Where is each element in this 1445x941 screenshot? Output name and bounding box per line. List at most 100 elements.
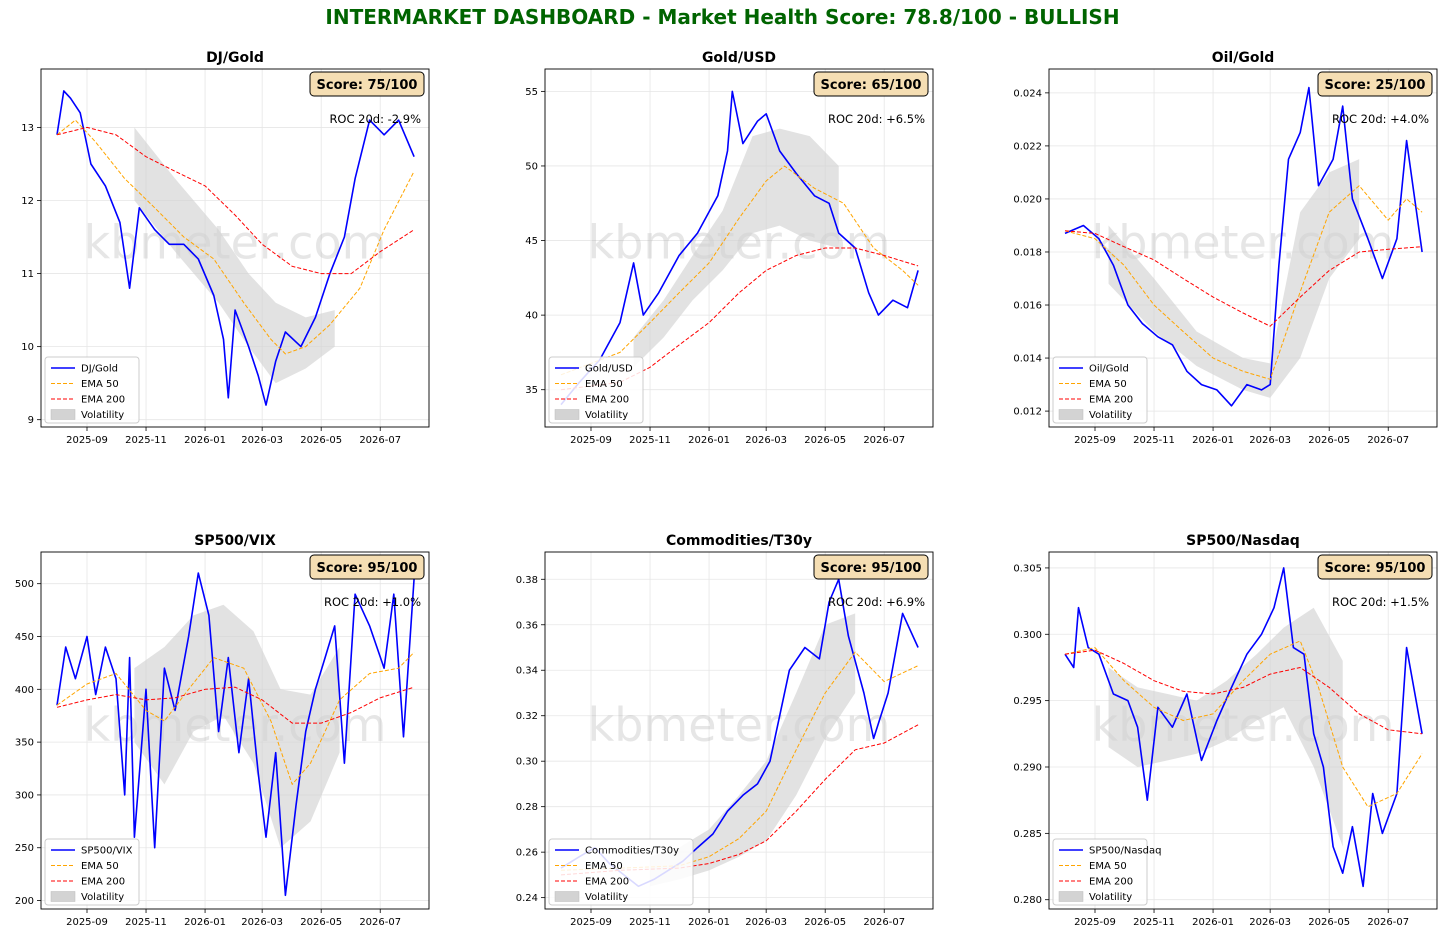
score-badge-text: Score: 65/100	[821, 78, 922, 93]
score-badge: Score: 95/100	[1317, 554, 1433, 580]
legend-label: EMA 200	[1089, 395, 1133, 406]
legend-label: EMA 200	[585, 877, 629, 888]
ema200-line	[560, 247, 919, 391]
y-tick-label: 0.018	[1013, 247, 1042, 258]
score-badge-text: Score: 25/100	[1325, 78, 1426, 93]
chart-panel-dj-gold: 2025-09 2025-11 2026-01 2026-03 2026-05 2026-…	[21, 50, 430, 446]
legend-label: Oil/Gold	[1089, 364, 1129, 375]
score-badge-box	[813, 554, 929, 580]
plot-area: 2025-09 2025-11 2026-01 2026-03 2026-05 2026-…	[21, 50, 430, 446]
y-tick-label: 200	[15, 896, 34, 907]
legend-label: Volatility	[1089, 410, 1132, 421]
legend-box	[44, 838, 140, 906]
score-badge-text: Score: 95/100	[317, 561, 418, 576]
chart-panel-oil-gold: 2025-09 2025-11 2026-01 2026-03 2026-05 2026-…	[1013, 50, 1438, 446]
x-tick-label: 2025-11	[1133, 435, 1175, 446]
y-tick-label: 0.32	[516, 711, 538, 722]
volatility-band	[1108, 159, 1360, 398]
y-tick-label: 0.280	[1013, 895, 1042, 906]
x-tick-label: 2026-03	[745, 435, 787, 446]
score-badge-box	[309, 71, 425, 97]
plot-area: 2025-09 2025-11 2026-01 2026-03 2026-05 2026-…	[525, 50, 934, 446]
volatility-band	[1108, 607, 1343, 847]
legend-swatch	[554, 409, 580, 420]
plot-area: 2025-09 2025-11 2026-01 2026-03 2026-05 2026-…	[1013, 533, 1438, 928]
y-tick-label: 350	[15, 738, 34, 749]
y-tick-label: 0.300	[1013, 630, 1042, 641]
legend-label: Volatility	[1089, 892, 1132, 903]
y-tick-label: 55	[525, 87, 538, 98]
y-tick-label: 13	[21, 123, 34, 134]
y-tick-label: 450	[15, 632, 34, 643]
x-tick-label: 2026-03	[241, 917, 283, 928]
legend-label: Volatility	[81, 892, 124, 903]
y-tick-label: 11	[21, 269, 34, 280]
legend-label: Commodities/T30y	[585, 846, 679, 857]
axes-frame	[40, 551, 430, 910]
y-tick-label: 0.305	[1013, 563, 1042, 574]
legend-label: EMA 50	[1089, 861, 1127, 872]
chart-title: Commodities/T30y	[666, 533, 812, 549]
score-badge-box	[813, 71, 929, 97]
x-tick-label: 2026-01	[1192, 435, 1234, 446]
axes-frame	[40, 68, 430, 428]
chart-panel-sp500-vix: 2025-09 2025-11 2026-01 2026-03 2026-05 2026-…	[15, 533, 430, 928]
ratio-line	[1064, 86, 1423, 407]
legend-label: EMA 50	[585, 379, 623, 390]
x-tick-label: 2026-05	[804, 435, 846, 446]
x-tick-label: 2026-01	[688, 435, 730, 446]
y-tick-label: 0.26	[516, 848, 538, 859]
x-tick-label: 2025-11	[629, 435, 671, 446]
ratio-line	[56, 90, 415, 406]
legend: SP500/VIX EMA 50 EMA 200 Volatility	[44, 838, 140, 906]
legend-swatch	[1058, 409, 1084, 420]
y-tick-label: 0.016	[1013, 301, 1042, 312]
y-tick-label: 500	[15, 579, 34, 590]
x-tick-label: 2026-07	[1367, 435, 1409, 446]
x-tick-label: 2026-01	[184, 917, 226, 928]
legend-box	[1052, 356, 1148, 424]
y-tick-label: 250	[15, 843, 34, 854]
ema200-line	[1064, 649, 1423, 735]
axes-frame	[544, 551, 934, 910]
ema200-line	[56, 126, 415, 275]
y-tick-label: 0.34	[516, 666, 538, 677]
ema200-line	[56, 686, 415, 724]
x-tick-label: 2026-03	[745, 917, 787, 928]
legend-swatch	[50, 409, 76, 420]
ema50-line	[1064, 640, 1423, 808]
x-tick-label: 2026-05	[300, 917, 342, 928]
legend: SP500/Nasdaq EMA 50 EMA 200 Volatility	[1052, 838, 1161, 906]
score-badge-text: Score: 75/100	[317, 78, 418, 93]
y-tick-label: 9	[28, 415, 34, 426]
x-tick-label: 2026-07	[863, 435, 905, 446]
chart-title: SP500/VIX	[194, 533, 276, 549]
legend-label: EMA 50	[585, 861, 623, 872]
chart-title: Oil/Gold	[1212, 50, 1275, 66]
x-tick-label: 2025-09	[1074, 917, 1116, 928]
y-tick-label: 0.38	[516, 575, 538, 586]
x-tick-label: 2026-03	[1249, 435, 1291, 446]
x-tick-label: 2026-01	[1192, 917, 1234, 928]
legend-box	[44, 356, 140, 424]
y-tick-label: 0.020	[1013, 194, 1042, 205]
y-tick-label: 300	[15, 790, 34, 801]
volatility-band	[633, 128, 839, 368]
legend-label: Volatility	[81, 410, 124, 421]
score-badge: Score: 75/100	[309, 71, 425, 97]
y-tick-label: 0.024	[1013, 88, 1042, 99]
legend-label: EMA 200	[1089, 877, 1133, 888]
x-tick-label: 2026-03	[241, 435, 283, 446]
score-badge: Score: 95/100	[813, 554, 929, 580]
y-tick-label: 0.36	[516, 620, 538, 631]
y-tick-label: 400	[15, 685, 34, 696]
legend-swatch	[50, 891, 76, 902]
legend-swatch	[554, 891, 580, 902]
y-tick-label: 0.285	[1013, 829, 1042, 840]
y-tick-label: 0.290	[1013, 762, 1042, 773]
score-badge: Score: 65/100	[813, 71, 929, 97]
ema50-line	[560, 165, 919, 376]
chart-panel-sp500-nasdaq: 2025-09 2025-11 2026-01 2026-03 2026-05 2026-…	[1013, 533, 1438, 928]
y-tick-label: 35	[525, 385, 538, 396]
x-tick-label: 2026-05	[300, 435, 342, 446]
